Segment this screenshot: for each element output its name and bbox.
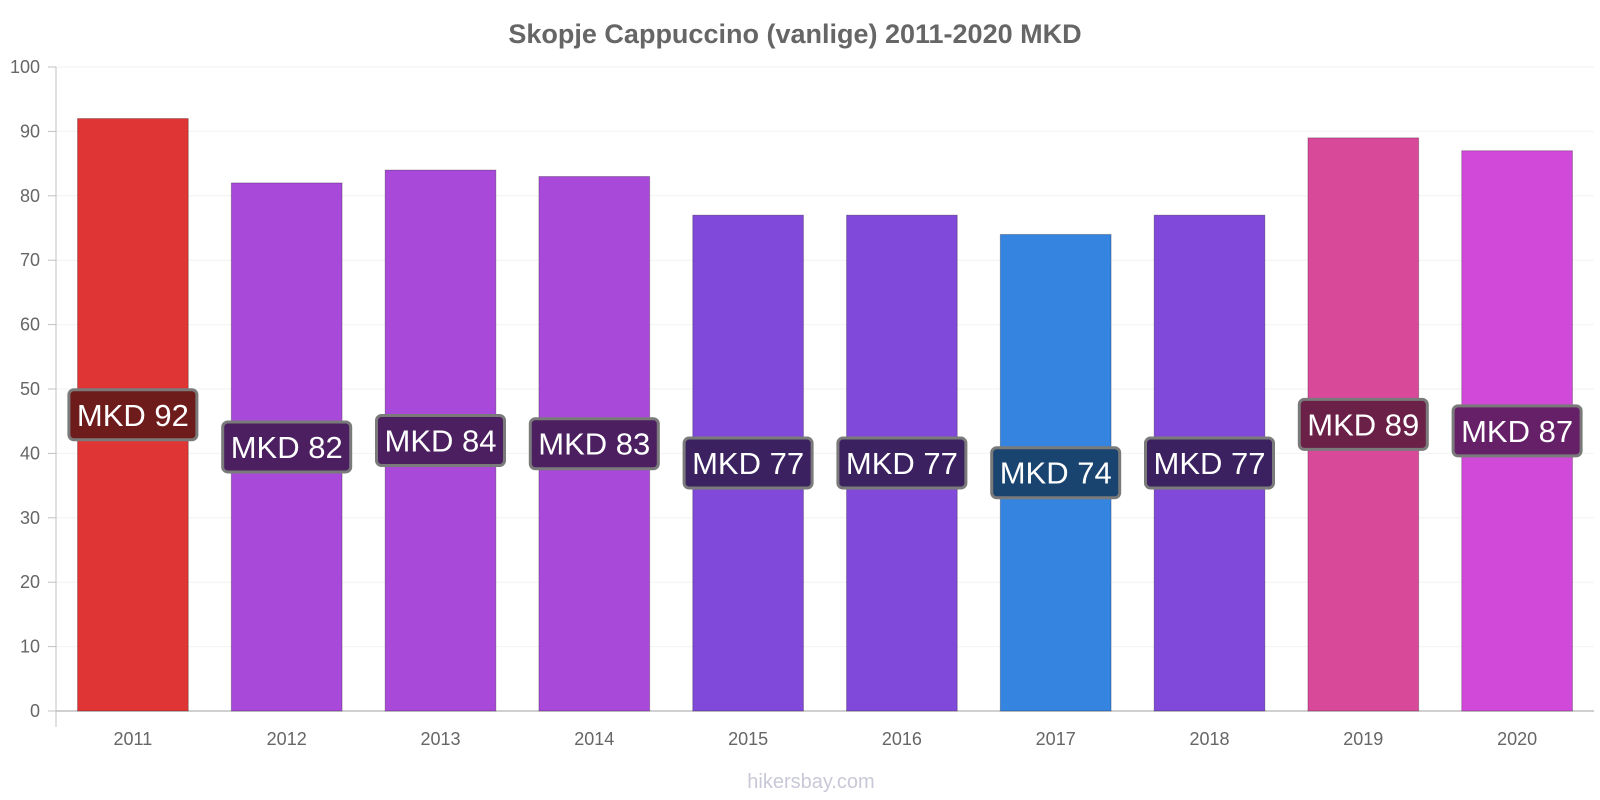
x-tick-label: 2017 bbox=[1036, 729, 1076, 749]
data-label: MKD 77 bbox=[692, 446, 804, 481]
data-label-box bbox=[1297, 397, 1429, 451]
data-label: MKD 82 bbox=[231, 430, 343, 465]
x-tick-label: 2012 bbox=[267, 729, 307, 749]
data-label-box bbox=[221, 420, 353, 474]
x-tick-label: 2018 bbox=[1189, 729, 1229, 749]
watermark: hikersbay.com bbox=[747, 771, 874, 793]
y-tick-label: 70 bbox=[20, 250, 40, 270]
y-tick-label: 40 bbox=[20, 443, 40, 463]
y-tick-label: 60 bbox=[20, 315, 40, 335]
x-tick-label: 2019 bbox=[1343, 729, 1383, 749]
data-label: MKD 77 bbox=[1154, 446, 1266, 481]
y-tick-label: 20 bbox=[20, 572, 40, 592]
y-tick-label: 80 bbox=[20, 186, 40, 206]
x-tick-label: 2014 bbox=[574, 729, 614, 749]
data-labels: MKD 92 MKD 82 MKD 84 MKD 83 MKD 77 MKD 77 MKD … bbox=[67, 388, 1583, 500]
data-label-box bbox=[375, 414, 506, 468]
chart-title: Skopje Cappuccino (vanlige) 2011-2020 MK… bbox=[508, 19, 1081, 49]
data-label: MKD 87 bbox=[1461, 414, 1573, 449]
y-tick-label: 90 bbox=[20, 121, 40, 141]
data-label-box bbox=[528, 417, 660, 471]
y-tick-label: 50 bbox=[20, 379, 40, 399]
data-label: MKD 83 bbox=[538, 427, 650, 462]
data-label: MKD 74 bbox=[1000, 456, 1112, 491]
data-label-box bbox=[682, 436, 814, 490]
x-tick-label: 2011 bbox=[114, 729, 153, 749]
data-label: MKD 92 bbox=[77, 398, 189, 433]
y-tick-label: 30 bbox=[20, 508, 40, 528]
data-label-box bbox=[67, 388, 199, 442]
x-tick-label: 2020 bbox=[1497, 729, 1537, 749]
data-label: MKD 77 bbox=[846, 446, 958, 481]
data-label-box bbox=[1144, 436, 1275, 490]
data-label: MKD 84 bbox=[385, 424, 497, 459]
data-label-box bbox=[1451, 404, 1583, 458]
x-tick-label: 2015 bbox=[728, 729, 768, 749]
data-label-box bbox=[836, 436, 968, 490]
axes: 0 10 20 30 40 50 60 70 80 90 100 2011 2012 2013 2014 20… bbox=[10, 57, 1594, 749]
y-tick-label: 100 bbox=[10, 57, 40, 77]
data-label: MKD 89 bbox=[1307, 407, 1419, 442]
x-tick-label: 2016 bbox=[882, 729, 922, 749]
data-label-box bbox=[990, 446, 1122, 500]
y-tick-label: 0 bbox=[30, 701, 40, 721]
y-tick-label: 10 bbox=[20, 637, 40, 657]
x-tick-label: 2013 bbox=[420, 729, 460, 749]
